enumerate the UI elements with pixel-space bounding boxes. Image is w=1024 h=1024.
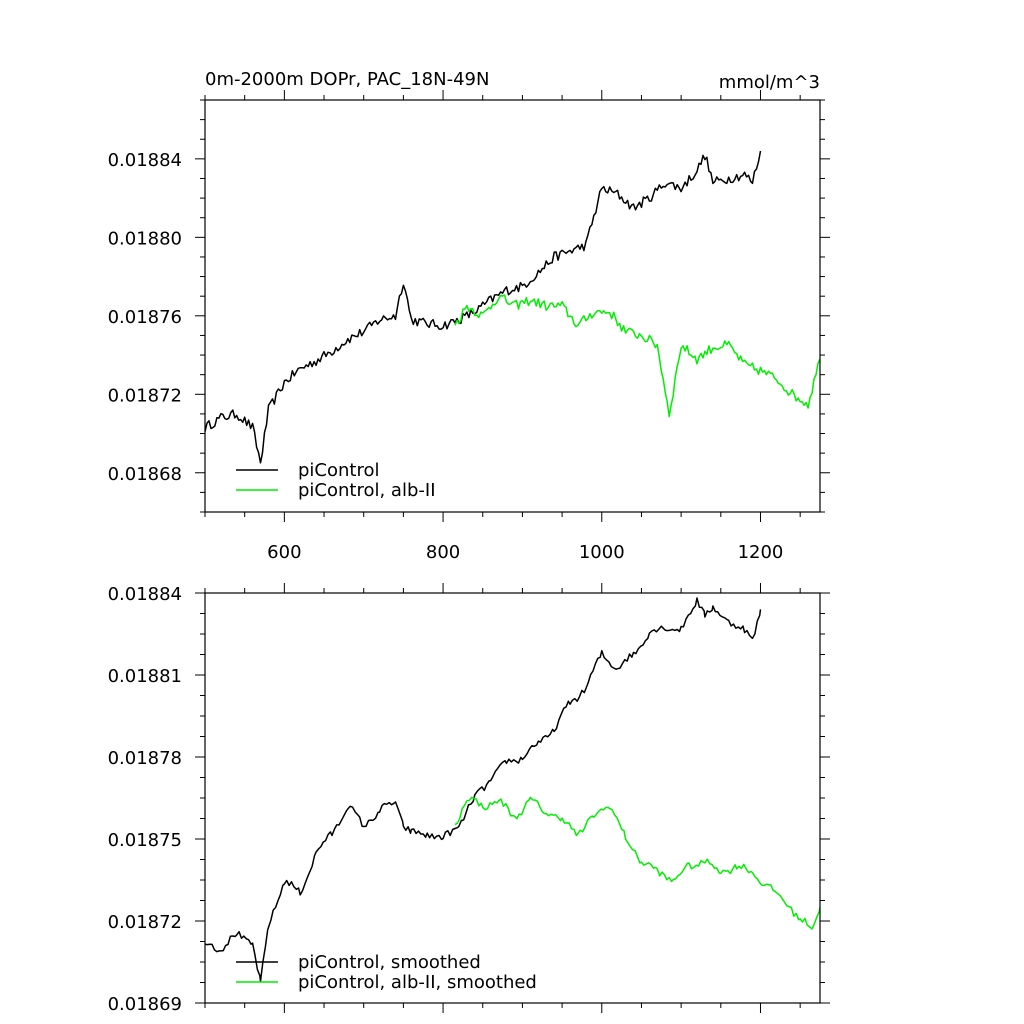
series-line-0 [204, 597, 762, 982]
panel-bottom: 0.01869 0.01872 0.01875 0.01878 0.01881 0.018… [108, 583, 830, 1015]
legend-label-alb-ii-smoothed: piControl, alb-II, smoothed [298, 972, 537, 993]
legend: piControl, smoothed piControl, alb-II, s… [236, 952, 537, 993]
y-tick-labels: 0.01869 0.01872 0.01875 0.01878 0.01881 0.018… [108, 584, 182, 1015]
y-tick-label: 0.01872 [108, 385, 182, 406]
chart-title: 0m-2000m DOPr, PAC_18N-49N [205, 69, 489, 90]
y-tick-label: 0.01884 [108, 584, 182, 605]
x-tick-label: 600 [267, 542, 301, 563]
x-tick-label: 800 [426, 542, 460, 563]
axis-ticks [195, 90, 830, 522]
legend-label-picontrol-smoothed: piControl, smoothed [298, 952, 481, 973]
series-line-1 [454, 796, 821, 930]
series-group [204, 150, 821, 464]
series-group [204, 597, 821, 982]
units-label: mmol/m^3 [719, 72, 820, 93]
plot-frame [204, 592, 821, 1004]
y-tick-label: 0.01884 [108, 150, 182, 171]
y-tick-labels: 0.01868 0.01872 0.01876 0.01880 0.01884 [108, 150, 182, 485]
y-tick-label: 0.01878 [108, 748, 182, 769]
y-tick-label: 0.01872 [108, 912, 182, 933]
y-tick-label: 0.01880 [108, 228, 182, 249]
x-tick-labels: 600 800 1000 1200 [267, 542, 783, 563]
legend-label-alb-ii: piControl, alb-II [298, 480, 436, 501]
series-line-1 [454, 294, 821, 418]
panel-top: 0m-2000m DOPr, PAC_18N-49N mmol/m^3 0.01… [108, 69, 830, 563]
x-tick-label: 1000 [579, 542, 625, 563]
y-tick-label: 0.01876 [108, 307, 182, 328]
y-tick-label: 0.01869 [108, 994, 182, 1015]
plot-frame [204, 99, 821, 513]
legend: piControl piControl, alb-II [236, 460, 436, 501]
x-tick-label: 1200 [738, 542, 784, 563]
series-line-0 [204, 150, 762, 464]
y-tick-label: 0.01875 [108, 830, 182, 851]
legend-label-picontrol: piControl [298, 460, 380, 481]
axis-ticks [195, 583, 830, 1013]
y-tick-label: 0.01881 [108, 666, 182, 687]
y-tick-label: 0.01868 [108, 464, 182, 485]
